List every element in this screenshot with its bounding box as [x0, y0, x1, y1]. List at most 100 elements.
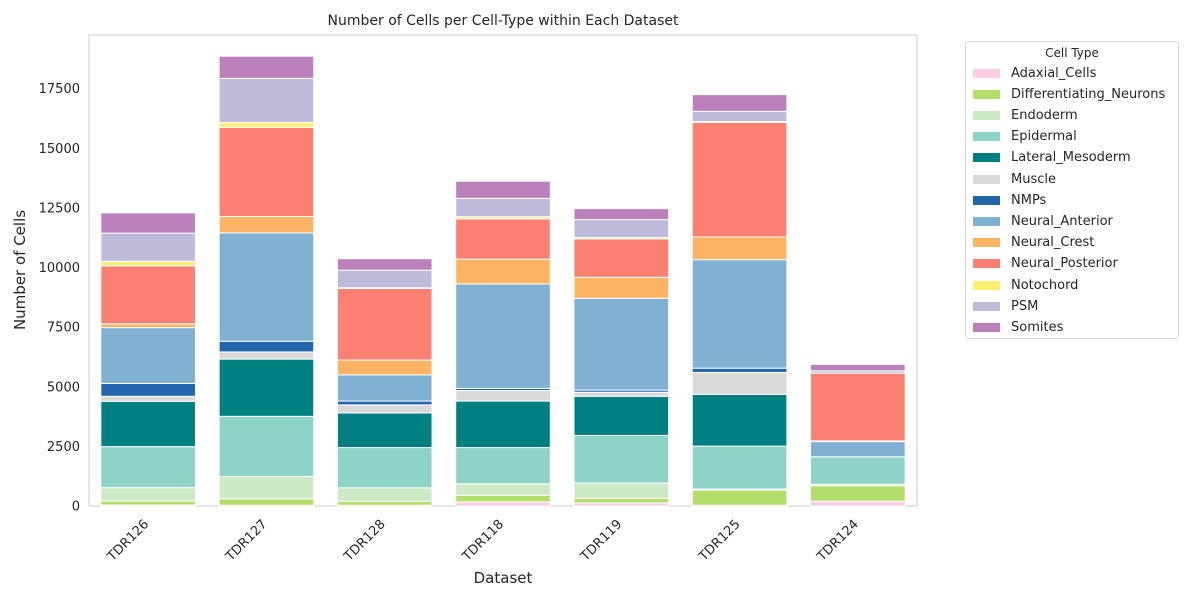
- bar-segment-TDR127-Muscle: [218, 351, 315, 360]
- legend-swatch: [973, 280, 1000, 290]
- bar-segment-TDR126-Notochord: [100, 260, 196, 267]
- x-ticks-group: TDR126 TDR127 TDR128 TDR118 TDR119 TDR125 TDR1…: [104, 517, 862, 565]
- bar-segment-TDR127-Somites: [218, 55, 315, 79]
- legend-label: Endoderm: [1011, 107, 1078, 123]
- y-tick-label: 17500: [39, 82, 80, 97]
- y-tick-label: 10000: [39, 261, 80, 276]
- legend-label: Neural_Posterior: [1011, 256, 1118, 272]
- bar-segment-TDR125-PSM: [691, 110, 788, 123]
- bar-segment-TDR125-Lateral_Mesoderm: [691, 393, 788, 447]
- legend-item: Neural_Crest: [973, 234, 1094, 252]
- bar-segment-TDR126-PSM: [100, 232, 196, 262]
- bar-segment-TDR119-Lateral_Mesoderm: [573, 395, 670, 436]
- bar-segment-TDR128-Neural_Anterior: [336, 374, 433, 402]
- bar-segment-TDR118-Neural_Posterior: [455, 218, 551, 260]
- bar-segment-TDR128-Lateral_Mesoderm: [336, 412, 433, 449]
- y-ticks-group: 0 2500 5000 7500 10000 12500 15000 17500: [39, 82, 80, 514]
- bar-segment-TDR119-Neural_Anterior: [573, 297, 670, 391]
- bar-segment-TDR118-Endoderm: [455, 483, 551, 496]
- legend-item: Notochord: [973, 276, 1078, 294]
- legend-swatch: [973, 110, 1000, 120]
- legend-swatch: [973, 132, 1000, 142]
- bar-segment-TDR125-NMPs: [691, 367, 788, 373]
- bar-segment-TDR127-Neural_Anterior: [218, 232, 315, 342]
- bar-segment-TDR127-Neural_Posterior: [218, 126, 315, 217]
- bars-group: [100, 55, 906, 507]
- legend-swatch: [973, 238, 1000, 248]
- bar-segment-TDR128-Epidermal: [336, 447, 433, 489]
- bar-segment-TDR118-Epidermal: [455, 447, 551, 485]
- bar-segment-TDR124-Neural_Posterior: [810, 372, 906, 442]
- bar-segment-TDR126-Neural_Crest: [100, 323, 196, 329]
- bar-segment-TDR126-Muscle: [100, 395, 196, 402]
- legend-swatch: [973, 195, 1000, 205]
- bar-segment-TDR127-PSM: [218, 77, 315, 124]
- bar-segment-TDR126-Differentiating_Neurons: [100, 500, 196, 506]
- bar-segment-TDR128-NMPs: [336, 400, 433, 406]
- bar-segment-TDR124-Differentiating_Neurons: [810, 485, 906, 502]
- legend-label: Notochord: [1011, 277, 1079, 293]
- bar-segment-TDR126-Neural_Posterior: [100, 265, 196, 325]
- legend-label: Neural_Anterior: [1011, 213, 1113, 229]
- legend-item: Adaxial_Cells: [973, 64, 1096, 82]
- x-tick-label: TDR119: [577, 517, 625, 565]
- bar-segment-TDR119-Endoderm: [573, 482, 670, 499]
- bar-segment-TDR128-Neural_Posterior: [336, 288, 433, 361]
- bar-segment-TDR119-Differentiating_Neurons: [573, 497, 670, 504]
- y-tick-label: 15000: [39, 142, 80, 157]
- bar-segment-TDR118-Neural_Crest: [455, 258, 551, 285]
- legend-label: PSM: [1011, 298, 1039, 314]
- legend-item: Lateral_Mesoderm: [973, 149, 1131, 167]
- bar-segment-TDR118-Muscle: [455, 390, 551, 402]
- legend-swatch: [973, 89, 1000, 99]
- bar-segment-TDR126-Neural_Anterior: [100, 327, 196, 384]
- bar-segment-TDR127-Endoderm: [218, 475, 315, 500]
- bar-segment-TDR118-Lateral_Mesoderm: [455, 400, 551, 449]
- bar-segment-TDR126-Epidermal: [100, 446, 196, 489]
- legend-swatch: [973, 153, 1000, 163]
- bar-segment-TDR128-Somites: [336, 258, 433, 271]
- bar-segment-TDR118-PSM: [455, 197, 551, 218]
- legend-swatch: [973, 174, 1000, 184]
- legend-item: PSM: [973, 297, 1038, 315]
- bar-segment-TDR125-Differentiating_Neurons: [691, 489, 788, 506]
- bar-segment-TDR119-Neural_Posterior: [573, 238, 670, 278]
- bar-segment-TDR119-PSM: [573, 219, 670, 238]
- bar-segment-TDR127-Lateral_Mesoderm: [218, 358, 315, 417]
- bar-segment-TDR125-Epidermal: [691, 445, 788, 490]
- x-tick-label: TDR124: [814, 517, 862, 565]
- bar-segment-TDR124-Adaxial_Cells: [810, 500, 906, 507]
- legend-label: NMPs: [1011, 192, 1047, 208]
- bar-segment-TDR127-Epidermal: [218, 415, 315, 477]
- legend-item: Epidermal: [973, 128, 1077, 146]
- legend-label: Somites: [1011, 319, 1064, 335]
- x-tick-label: TDR128: [341, 517, 389, 565]
- bar-segment-TDR119-Epidermal: [573, 434, 670, 484]
- bar-segment-TDR126-NMPs: [100, 382, 196, 397]
- bar-segment-TDR126-Lateral_Mesoderm: [100, 400, 196, 448]
- x-tick-label: TDR126: [104, 517, 152, 565]
- bar-segment-TDR128-Endoderm: [336, 487, 433, 502]
- bar-segment-TDR128-Muscle: [336, 404, 433, 414]
- bar-segment-TDR128-PSM: [336, 269, 433, 289]
- legend-swatch: [973, 216, 1000, 226]
- legend-label: Neural_Crest: [1011, 235, 1095, 251]
- y-tick-label: 12500: [39, 201, 80, 216]
- legend-swatch: [973, 301, 1000, 311]
- bar-segment-TDR125-Neural_Crest: [691, 236, 788, 261]
- legend-item: Muscle: [973, 170, 1056, 188]
- legend-label: Adaxial_Cells: [1011, 65, 1097, 81]
- bar-segment-TDR127-NMPs: [218, 340, 315, 353]
- y-tick-label: 0: [72, 500, 80, 515]
- bar-segment-TDR127-Differentiating_Neurons: [218, 498, 315, 506]
- legend-item: Neural_Posterior: [973, 255, 1118, 273]
- legend-item: Endoderm: [973, 106, 1078, 124]
- y-tick-label: 5000: [47, 380, 80, 395]
- bar-segment-TDR125-Neural_Posterior: [691, 121, 788, 238]
- x-axis-label: Dataset: [474, 569, 533, 587]
- bar-segment-TDR119-Neural_Crest: [573, 276, 670, 299]
- legend-swatch: [973, 322, 1000, 332]
- legend-label: Epidermal: [1011, 129, 1077, 145]
